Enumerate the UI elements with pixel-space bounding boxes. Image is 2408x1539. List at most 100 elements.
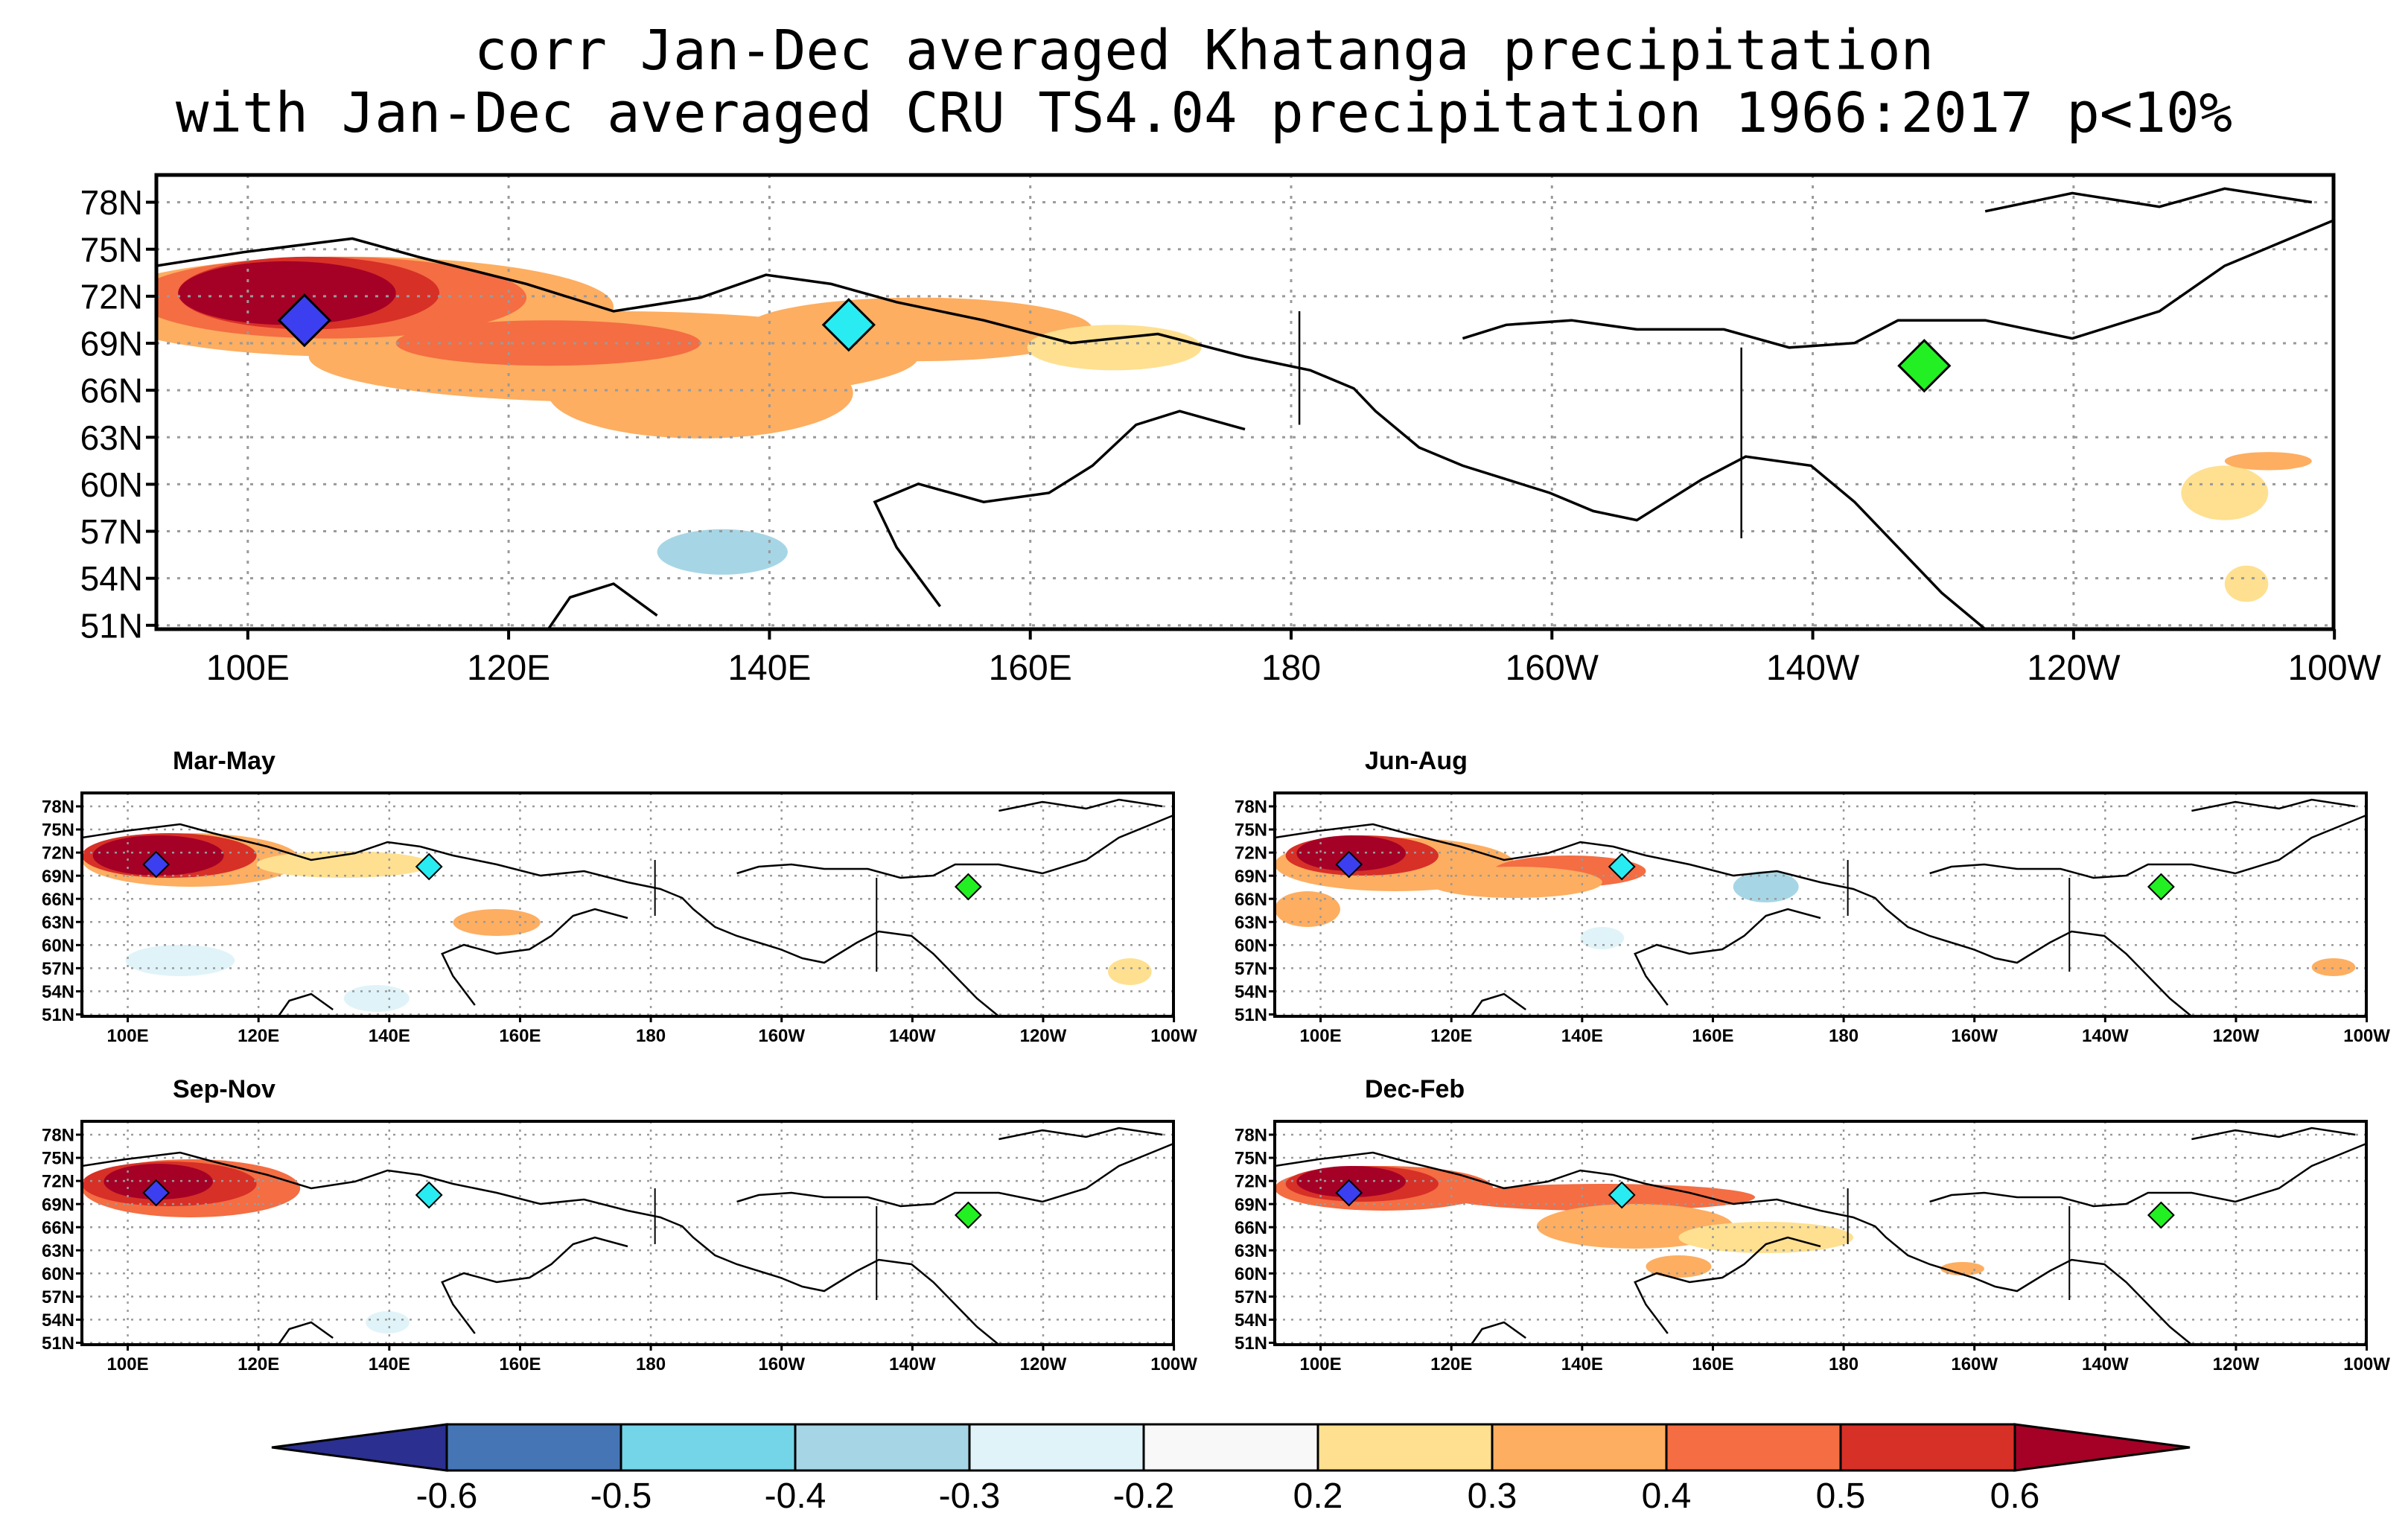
- lat-label: 51N: [42, 1005, 74, 1025]
- colorbar-swatch: [794, 1423, 971, 1472]
- lon-label: 180: [636, 1026, 666, 1046]
- correlation-area: [395, 320, 701, 366]
- coastline: [277, 992, 334, 1016]
- lon-label: 100W: [2343, 1354, 2390, 1374]
- colorbar-swatch: [1142, 1423, 1319, 1472]
- coastline: [873, 410, 1246, 608]
- correlation-area: [1427, 867, 1602, 898]
- lat-label: 72N: [80, 277, 143, 316]
- coastline: [758, 930, 1000, 1016]
- lat-label: 72N: [42, 1172, 74, 1192]
- station-marker-green: [954, 1201, 982, 1229]
- colorbar-label: -0.5: [590, 1476, 652, 1516]
- lon-label: 100W: [2287, 649, 2381, 688]
- coastline: [1506, 455, 1987, 629]
- lon-label: 140W: [889, 1354, 936, 1374]
- lat-label: 69N: [1235, 1195, 1267, 1215]
- correlation-area: [453, 909, 541, 936]
- coastline: [1929, 814, 2366, 879]
- lat-label: 69N: [42, 1195, 74, 1215]
- lon-label: 140W: [1766, 649, 1860, 688]
- lon-label: 160W: [758, 1354, 805, 1374]
- colorbar-label: 0.5: [1816, 1476, 1866, 1516]
- lon-label: 160E: [1692, 1354, 1733, 1374]
- station-marker-cyan: [1608, 1181, 1636, 1209]
- map-panel-jja: 78N 75N 72N 69N 66N 63N 60N 57N 54N 51N 100E 120E 14…: [1235, 791, 2390, 1046]
- station-marker-green: [954, 873, 982, 901]
- map-frame: [80, 1120, 1175, 1346]
- coastline: [736, 814, 1173, 879]
- coastline: [1634, 1236, 1821, 1334]
- lat-label: 69N: [42, 867, 74, 887]
- correlation-area: [1027, 325, 1202, 371]
- lon-label: 140E: [1561, 1354, 1603, 1374]
- colorbar-label: 0.2: [1293, 1476, 1343, 1516]
- map-panel-son: 78N 75N 72N 69N 66N 63N 60N 57N 54N 51N 100E 120E 14…: [42, 1120, 1197, 1374]
- station-marker-cyan: [415, 1181, 443, 1209]
- panel-title-jun-aug: Jun-Aug: [1365, 747, 1468, 775]
- map-panel-annual: 78N 75N 72N 69N 66N 63N 60N 57N 54N 51N 100E 120E 14…: [80, 173, 2382, 688]
- lat-label: 78N: [80, 183, 143, 222]
- lon-label: 140E: [369, 1354, 410, 1374]
- lat-label: 57N: [42, 1287, 74, 1307]
- lon-label: 120E: [238, 1354, 279, 1374]
- lon-label: 120E: [238, 1026, 279, 1046]
- colorbar-swatch: [619, 1423, 797, 1472]
- lon-label: 160W: [1506, 649, 1599, 688]
- lon-label: 160E: [499, 1354, 541, 1374]
- correlation-area: [657, 529, 788, 575]
- lon-label: 120W: [1020, 1026, 1067, 1046]
- station-marker-green: [2147, 873, 2175, 901]
- lon-label: 180: [1829, 1354, 1858, 1374]
- lat-label: 78N: [1235, 1126, 1267, 1146]
- correlation-area: [343, 985, 410, 1012]
- correlation-area: [2224, 452, 2312, 471]
- coastline: [1951, 930, 2193, 1016]
- lon-label: 180: [1829, 1026, 1858, 1046]
- correlation-area: [1108, 958, 1152, 985]
- coastline: [156, 237, 1507, 481]
- station-marker-green: [1897, 339, 1952, 393]
- coastline: [1929, 1142, 2366, 1208]
- lon-label: 160E: [499, 1026, 541, 1046]
- lat-label: 75N: [42, 1149, 74, 1169]
- colorbar-swatch: [1316, 1423, 1494, 1472]
- lat-label: 51N: [1235, 1005, 1267, 1025]
- correlation-area: [2181, 465, 2269, 520]
- lat-label: 72N: [1235, 1172, 1267, 1192]
- khatanga-station-marker: [142, 1179, 171, 1207]
- coastline: [1951, 1258, 2193, 1345]
- coastline: [998, 1127, 1163, 1141]
- lat-label: 66N: [42, 1218, 74, 1238]
- lon-label: 100W: [1150, 1354, 1197, 1374]
- lat-label: 54N: [42, 1310, 74, 1331]
- lat-label: 72N: [42, 844, 74, 864]
- coastline: [1470, 992, 1526, 1016]
- coastline: [1275, 1151, 1952, 1272]
- correlation-area: [1275, 891, 1340, 927]
- coastline: [1462, 219, 2334, 349]
- panel-title-mar-may: Mar-May: [173, 747, 275, 775]
- lat-label: 60N: [80, 465, 143, 504]
- lon-label: 160W: [1951, 1354, 1998, 1374]
- lat-label: 54N: [1235, 1310, 1267, 1331]
- station-marker-cyan: [1608, 853, 1636, 881]
- correlation-area: [1678, 1222, 1853, 1253]
- title-line-1: corr Jan-Dec averaged Khatanga precipita…: [474, 19, 1934, 83]
- lon-label: 100E: [1300, 1026, 1342, 1046]
- colorbar-swatch: [968, 1423, 1145, 1472]
- colorbar-label: -0.3: [939, 1476, 1001, 1516]
- correlation-area: [1733, 871, 1799, 902]
- panel-title-sep-nov: Sep-Nov: [173, 1075, 275, 1103]
- lat-label: 75N: [1235, 1149, 1267, 1169]
- coastline: [1275, 823, 1952, 944]
- lon-label: 140E: [1561, 1026, 1603, 1046]
- lat-label: 63N: [80, 418, 143, 457]
- lon-label: 100W: [1150, 1026, 1197, 1046]
- lat-label: 60N: [42, 1264, 74, 1284]
- lon-label: 120W: [2213, 1354, 2260, 1374]
- map-panel-mam: 78N 75N 72N 69N 66N 63N 60N 57N 54N 51N 100E 120E 14…: [42, 791, 1197, 1046]
- colorbar-arrow-high: [2013, 1423, 2191, 1472]
- lat-label: 57N: [42, 959, 74, 979]
- khatanga-station-marker: [277, 293, 331, 348]
